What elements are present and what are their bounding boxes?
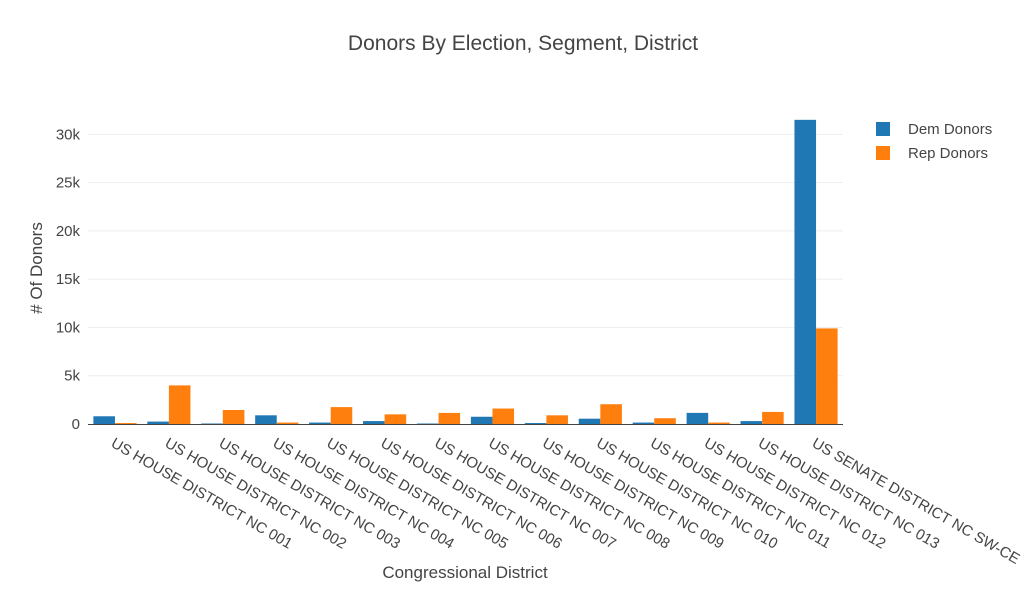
chart-title: Donors By Election, Segment, District [348, 32, 698, 55]
bar-dem-donors[interactable] [363, 421, 385, 424]
bar-dem-donors[interactable] [255, 415, 277, 424]
gridlines [88, 133, 843, 377]
bars [93, 119, 838, 424]
bar-rep-donors[interactable] [654, 418, 676, 424]
bar-rep-donors[interactable] [168, 385, 191, 424]
legend[interactable]: Dem Donors Rep Donors [876, 121, 992, 162]
bar-rep-donors[interactable] [114, 423, 137, 424]
legend-item[interactable]: Dem Donors [876, 121, 992, 138]
bar-rep-donors[interactable] [600, 404, 622, 424]
bar-rep-donors[interactable] [276, 422, 299, 424]
bar-rep-donors[interactable] [438, 412, 461, 424]
y-tick-label: 25k [56, 175, 81, 192]
bar-dem-donors[interactable] [740, 421, 763, 424]
bar-rep-donors[interactable] [384, 414, 407, 424]
bar-rep-donors[interactable] [222, 409, 245, 424]
bar-rep-donors[interactable] [492, 408, 515, 424]
bar-dem-donors[interactable] [147, 421, 169, 424]
x-axis-label: Congressional District [382, 563, 548, 582]
legend-swatch [876, 146, 890, 160]
bar-rep-donors[interactable] [546, 415, 568, 424]
y-axis-ticks: 0 5k 10k 15k 20k 25k 30k [56, 126, 81, 433]
bar-dem-donors[interactable] [686, 412, 709, 424]
y-axis-label: # Of Donors [27, 222, 46, 314]
bar-rep-donors[interactable] [816, 328, 838, 424]
legend-item[interactable]: Rep Donors [876, 145, 988, 162]
y-tick-label: 10k [56, 319, 81, 336]
y-tick-label: 15k [56, 271, 81, 288]
bar-dem-donors[interactable] [93, 416, 115, 424]
bar-rep-donors[interactable] [762, 411, 784, 424]
bar-rep-donors[interactable] [708, 422, 730, 424]
bar-dem-donors[interactable] [470, 416, 493, 424]
y-tick-label: 20k [56, 223, 81, 240]
legend-label: Dem Donors [908, 121, 992, 138]
bar-rep-donors[interactable] [330, 407, 353, 424]
bar-dem-donors[interactable] [309, 422, 331, 424]
y-tick-label: 30k [56, 126, 81, 143]
bar-dem-donors[interactable] [632, 422, 655, 424]
legend-label: Rep Donors [908, 145, 988, 162]
bar-dem-donors[interactable] [794, 119, 817, 424]
y-tick-label: 0 [72, 416, 80, 433]
x-tick-label: US SENATE DISTRICT NC SW-CE [809, 435, 1022, 568]
bar-dem-donors[interactable] [524, 423, 547, 424]
bar-dem-donors[interactable] [578, 418, 601, 424]
legend-swatch [876, 122, 890, 136]
y-tick-label: 5k [64, 368, 80, 385]
